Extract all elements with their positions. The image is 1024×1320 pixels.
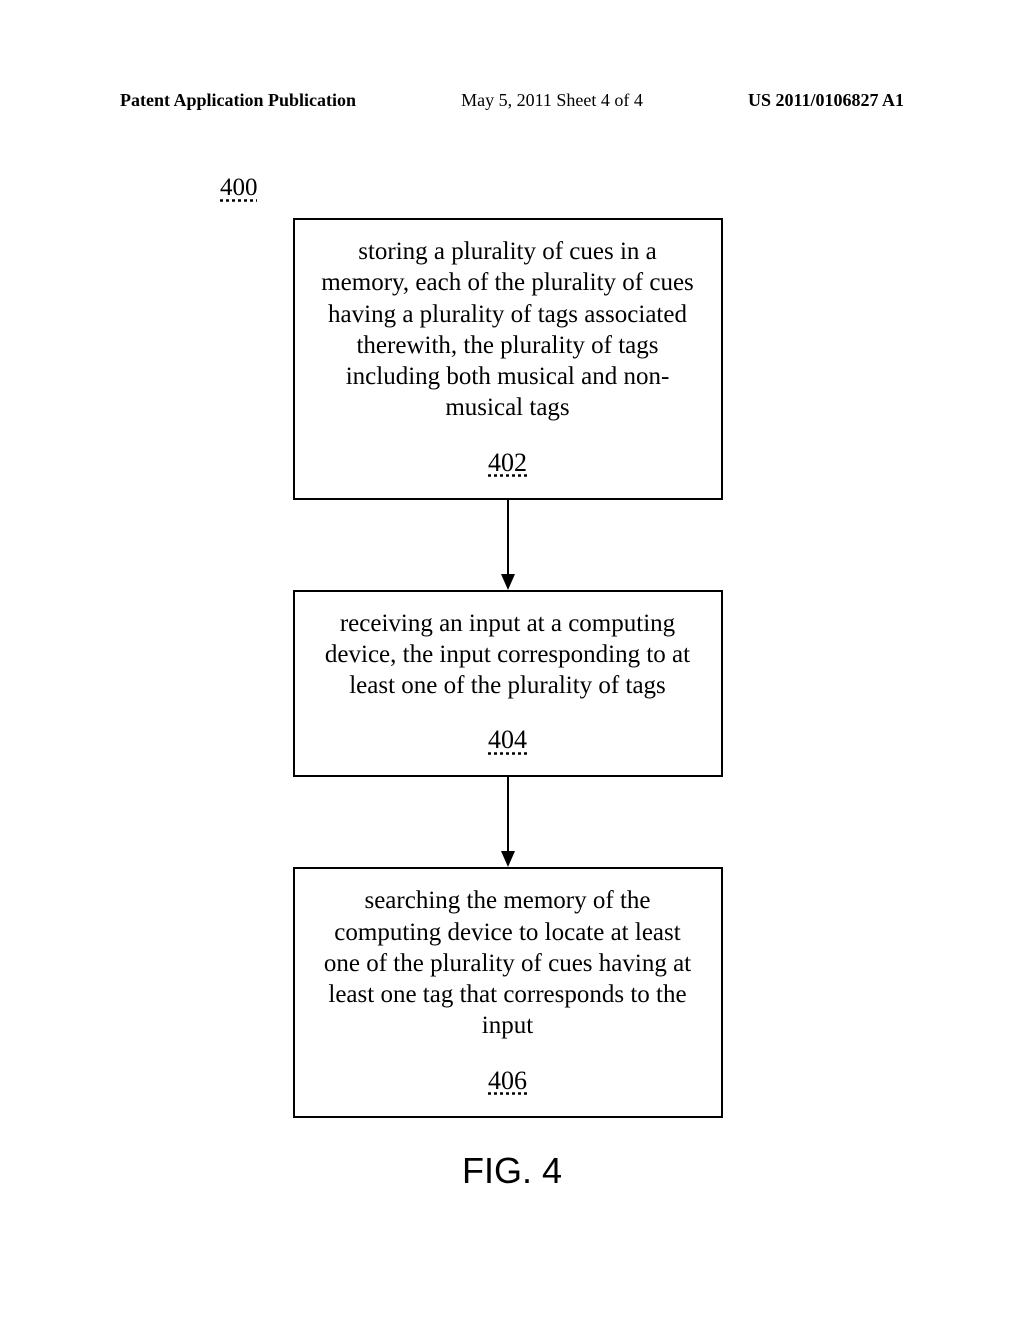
flowchart: storing a plurality of cues in a memory,… (280, 218, 735, 1118)
flowchart-step-406: searching the memory of the computing de… (293, 867, 723, 1117)
step-ref-number: 406 (488, 1066, 527, 1096)
arrow-down-icon (498, 777, 518, 867)
flow-arrow-2 (280, 777, 735, 867)
figure-reference-number: 400 (220, 174, 258, 202)
header-publication-label: Patent Application Publication (120, 90, 356, 111)
figure-caption: FIG. 4 (0, 1150, 1024, 1192)
step-text: storing a plurality of cues in a memory,… (321, 236, 695, 424)
step-ref-number: 404 (488, 725, 527, 755)
header-publication-number: US 2011/0106827 A1 (748, 90, 904, 111)
step-text: receiving an input at a computing device… (321, 608, 695, 702)
step-text: searching the memory of the computing de… (321, 885, 695, 1041)
arrow-down-icon (498, 500, 518, 590)
header-date-sheet: May 5, 2011 Sheet 4 of 4 (461, 90, 643, 111)
flowchart-step-402: storing a plurality of cues in a memory,… (293, 218, 723, 500)
step-ref-number: 402 (488, 448, 527, 478)
flow-arrow-1 (280, 500, 735, 590)
page-header: Patent Application Publication May 5, 20… (0, 90, 1024, 111)
flowchart-step-404: receiving an input at a computing device… (293, 590, 723, 778)
